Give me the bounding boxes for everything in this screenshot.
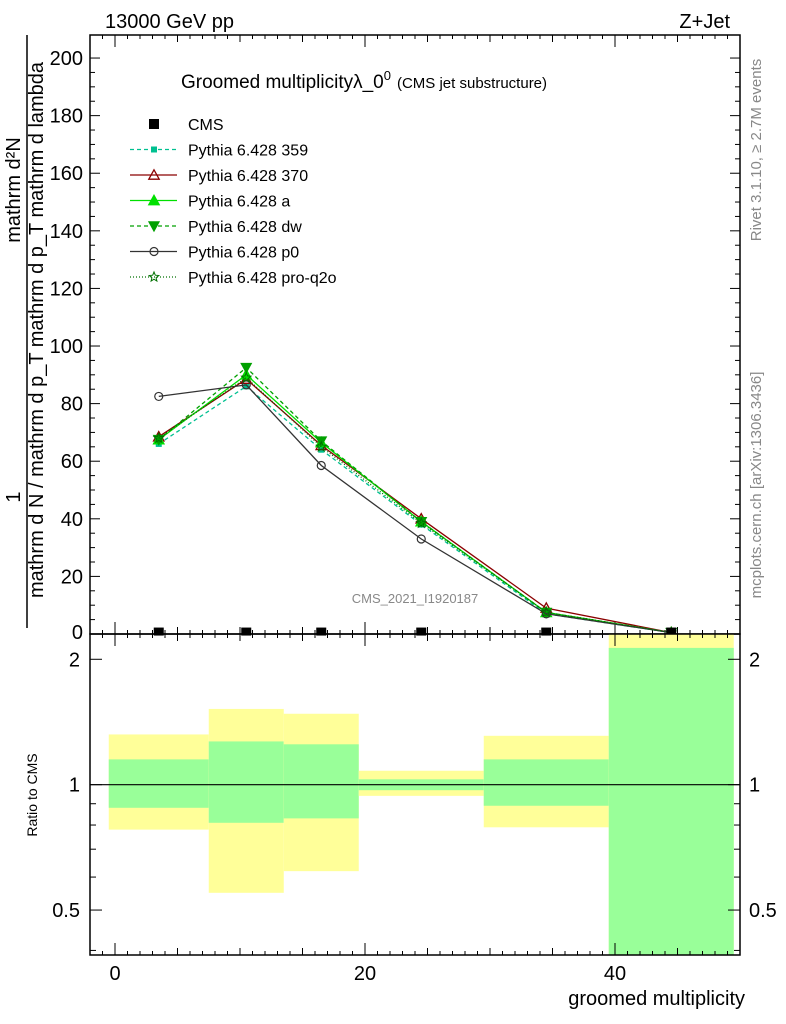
legend-marker bbox=[147, 270, 161, 283]
series-line bbox=[158, 384, 672, 634]
cms-data-point bbox=[666, 627, 677, 636]
ratio-tick-label-right: 0.5 bbox=[749, 900, 777, 922]
y-tick-label: 140 bbox=[50, 221, 83, 243]
data-point bbox=[239, 368, 253, 380]
data-point bbox=[154, 391, 164, 402]
legend-marker bbox=[147, 193, 161, 206]
main-axes: 20 40 60 80 100 120 140 160 180 200 0 bbox=[50, 35, 741, 644]
legend-marker bbox=[149, 246, 159, 257]
ratio-tick-label-right: 1 bbox=[749, 775, 760, 797]
data-point bbox=[415, 516, 428, 529]
ylabel-top: mathrm d²N bbox=[3, 137, 25, 243]
ylabel-numerator: 1 bbox=[3, 491, 25, 502]
ratio-band-inner bbox=[483, 759, 609, 806]
ratio-axes: 0 20 40 0.5 0.5 1 1 2 2 bbox=[52, 634, 777, 985]
data-point bbox=[540, 606, 553, 618]
data-point bbox=[240, 371, 253, 383]
y-tick-label: 120 bbox=[50, 278, 83, 300]
data-point bbox=[316, 460, 326, 471]
ratio-band-inner bbox=[208, 741, 284, 823]
x-axis-label: groomed multiplicity bbox=[568, 988, 745, 1010]
ratio-panel: 0 20 40 0.5 0.5 1 1 2 2 Ratio to CMS groomed mul… bbox=[24, 633, 777, 1010]
legend-label: Pythia 6.428 pro-q2o bbox=[188, 270, 337, 287]
header-left: 13000 GeV pp bbox=[105, 11, 234, 33]
rivet-label: Rivet 3.1.10, ≥ 2.7M events bbox=[748, 59, 765, 242]
y-tick-label: 60 bbox=[61, 451, 83, 473]
ratio-band-inner bbox=[608, 647, 734, 955]
header-right: Z+Jet bbox=[679, 11, 730, 33]
ratio-band-inner bbox=[108, 759, 209, 808]
legend-label: Pythia 6.428 dw bbox=[188, 219, 302, 236]
legend: CMS Pythia 6.428 359 Pythia 6.428 370 Pythi… bbox=[130, 117, 337, 287]
mcplots-label: mcplots.cern.ch [arXiv:1306.3436] bbox=[748, 372, 765, 599]
main-series bbox=[152, 362, 678, 639]
y-tick-label: 200 bbox=[50, 48, 83, 70]
y-tick-label: 40 bbox=[61, 509, 83, 531]
legend-marker bbox=[149, 119, 159, 129]
y-tick-label: 160 bbox=[50, 163, 83, 185]
legend-label: CMS bbox=[188, 117, 224, 134]
legend-marker bbox=[147, 168, 161, 180]
x-tick-label: 20 bbox=[354, 963, 376, 985]
data-point bbox=[315, 440, 328, 453]
y-tick-label: 100 bbox=[50, 336, 83, 358]
legend-marker bbox=[151, 146, 157, 153]
cms-data-point bbox=[416, 627, 427, 636]
legend-label: Pythia 6.428 p0 bbox=[188, 245, 299, 262]
ratio-tick-label: 0.5 bbox=[52, 900, 80, 922]
data-point bbox=[541, 609, 551, 619]
data-point bbox=[152, 431, 165, 444]
watermark: CMS_2021_I1920187 bbox=[352, 591, 479, 606]
ratio-tick-label-right: 2 bbox=[749, 649, 760, 671]
ratio-tick-label: 2 bbox=[69, 649, 80, 671]
series-line bbox=[158, 366, 672, 634]
data-point bbox=[416, 534, 426, 544]
y-axis-label: 1 mathrm d²N mathrm d N / mathrm d p_T m… bbox=[3, 35, 48, 628]
ratio-band-inner bbox=[283, 744, 359, 819]
data-point bbox=[241, 380, 251, 390]
legend-marker bbox=[147, 221, 161, 233]
x-tick-label: 40 bbox=[604, 963, 626, 985]
y-tick-label: 80 bbox=[61, 394, 83, 416]
ratio-tick-label: 1 bbox=[69, 775, 80, 797]
ratio-bands bbox=[90, 634, 740, 955]
main-panel: Groomed multiplicityλ_00 (CMS jet substru… bbox=[50, 34, 741, 644]
y-tick-label: 0 bbox=[72, 622, 83, 644]
legend-label: Pythia 6.428 370 bbox=[188, 168, 308, 185]
cms-data-point bbox=[153, 627, 164, 636]
chart-title: Groomed multiplicityλ_00 (CMS jet substru… bbox=[181, 68, 547, 93]
legend-label: Pythia 6.428 359 bbox=[188, 143, 308, 160]
cms-data-point bbox=[541, 627, 552, 636]
legend-label: Pythia 6.428 a bbox=[188, 194, 290, 211]
ylabel-denominator: mathrm d N / mathrm d p_T mathrm d p_T m… bbox=[26, 61, 48, 598]
x-tick-label: 0 bbox=[109, 963, 120, 985]
cms-data-point bbox=[316, 627, 327, 636]
ratio-ylabel: Ratio to CMS bbox=[24, 753, 40, 836]
data-point bbox=[243, 383, 250, 390]
cms-data-point bbox=[241, 627, 252, 636]
data-point bbox=[240, 362, 253, 374]
y-tick-label: 180 bbox=[50, 106, 83, 128]
y-tick-label: 20 bbox=[61, 566, 83, 588]
series-line bbox=[158, 385, 672, 634]
